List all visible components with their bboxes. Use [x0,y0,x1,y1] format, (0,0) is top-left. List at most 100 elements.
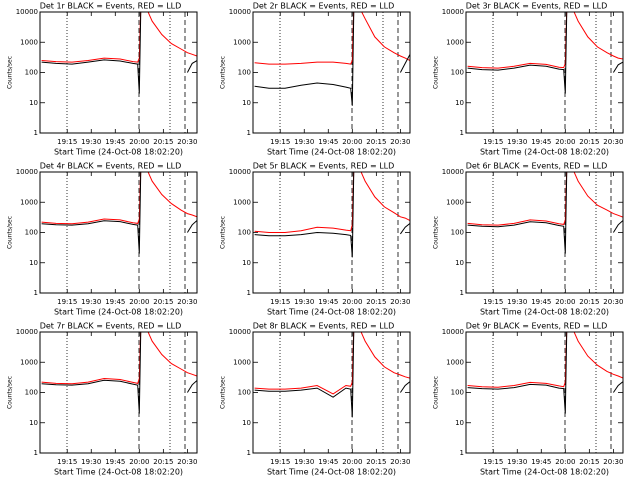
y-tick-label: 1 [460,289,464,297]
series-line [467,332,623,414]
panel: Det 3r BLACK = Events, RED = LLD Counts/s… [433,2,624,157]
x-tick-label: 20:15 [579,458,599,466]
x-axis-label: Start Time (24-Oct-08 18:02:20) [267,148,396,157]
x-tick-label: 20:00 [129,458,149,466]
plot-frame [465,11,624,134]
y-tick-label: 1 [34,129,38,137]
y-tick-label: 10000 [229,8,251,16]
series-line [41,172,197,254]
y-tick-label: 1000 [446,358,464,366]
x-tick-label: 20:30 [603,458,623,466]
x-tick-label: 20:30 [390,458,410,466]
x-tick-label: 20:00 [342,458,362,466]
panel: Det 7r BLACK = Events, RED = LLD Counts/s… [7,322,198,477]
x-tick-label: 20:30 [177,138,197,146]
y-tick-label: 10000 [16,8,38,16]
x-axis-label: Start Time (24-Oct-08 18:02:20) [54,308,183,317]
x-tick-label: 19:45 [105,458,125,466]
panel: Det 1r BLACK = Events, RED = LLD Counts/s… [7,2,198,157]
chart-title: Det 6r BLACK = Events, RED = LLD [466,162,608,171]
y-tick-label: 100 [238,229,251,237]
x-tick-label: 20:30 [177,298,197,306]
x-tick-label: 20:00 [342,138,362,146]
x-tick-label: 19:30 [507,138,527,146]
y-tick-label: 1000 [20,38,38,46]
x-tick-label: 19:45 [531,138,551,146]
x-axis-label: Start Time (24-Oct-08 18:02:20) [480,468,609,477]
x-tick-label: 19:15 [270,458,290,466]
y-tick-label: 1 [247,289,251,297]
x-tick-label: 20:30 [603,138,623,146]
panel: Det 5r BLACK = Events, RED = LLD Counts/s… [220,162,411,317]
x-axis-label: Start Time (24-Oct-08 18:02:20) [267,468,396,477]
x-tick-label: 19:30 [507,458,527,466]
y-tick-label: 1000 [446,38,464,46]
x-tick-label: 20:30 [603,298,623,306]
y-tick-label: 1 [247,129,251,137]
plot-frame [465,171,624,294]
x-tick-label: 19:45 [531,458,551,466]
y-axis-label: Counts/sec [433,376,440,409]
y-tick-label: 10 [29,259,38,267]
x-tick-label: 20:00 [342,298,362,306]
chart-title: Det 2r BLACK = Events, RED = LLD [253,2,395,11]
y-tick-label: 1000 [20,198,38,206]
y-tick-label: 100 [25,389,38,397]
plot-frame [252,331,411,454]
plot-frame [39,171,198,294]
x-tick-label: 20:15 [366,138,386,146]
y-axis-label: Counts/sec [433,56,440,89]
y-tick-label: 10000 [442,168,464,176]
x-tick-label: 19:45 [105,298,125,306]
x-tick-label: 19:15 [270,298,290,306]
y-axis-label: Counts/sec [7,56,14,89]
chart-title: Det 5r BLACK = Events, RED = LLD [253,162,395,171]
y-tick-label: 100 [451,229,464,237]
x-tick-label: 19:15 [57,298,77,306]
x-tick-label: 19:30 [81,298,101,306]
x-tick-label: 20:15 [153,458,173,466]
y-axis-label: Counts/sec [7,376,14,409]
plot-frame [252,171,411,294]
panel: Det 6r BLACK = Events, RED = LLD Counts/s… [433,162,624,317]
y-tick-label: 100 [25,69,38,77]
y-tick-label: 10 [455,99,464,107]
x-axis-label: Start Time (24-Oct-08 18:02:20) [480,148,609,157]
plot-frame [465,331,624,454]
x-tick-label: 20:15 [153,138,173,146]
x-axis-label: Start Time (24-Oct-08 18:02:20) [54,148,183,157]
x-tick-label: 20:00 [129,138,149,146]
plot-frame [252,11,411,134]
y-axis-label: Counts/sec [220,56,227,89]
chart-title: Det 9r BLACK = Events, RED = LLD [466,322,608,331]
x-tick-label: 20:00 [129,298,149,306]
x-tick-label: 20:15 [366,298,386,306]
x-tick-label: 19:45 [318,458,338,466]
y-tick-label: 10000 [229,168,251,176]
series-line [41,332,197,414]
y-axis-label: Counts/sec [433,216,440,249]
x-tick-label: 19:45 [318,138,338,146]
series-line [41,12,197,94]
x-axis-label: Start Time (24-Oct-08 18:02:20) [267,308,396,317]
x-tick-label: 19:45 [105,138,125,146]
panel: Det 9r BLACK = Events, RED = LLD Counts/s… [433,322,624,477]
y-tick-label: 100 [238,389,251,397]
panel: Det 2r BLACK = Events, RED = LLD Counts/s… [220,2,411,157]
plot-frame [39,331,198,454]
x-tick-label: 19:15 [483,458,503,466]
y-tick-label: 1 [34,289,38,297]
series-line [254,12,410,106]
y-axis-label: Counts/sec [7,216,14,249]
x-tick-label: 19:30 [294,458,314,466]
y-tick-label: 10000 [16,328,38,336]
chart-title: Det 7r BLACK = Events, RED = LLD [40,322,182,331]
y-tick-label: 1000 [233,358,251,366]
x-tick-label: 19:15 [483,298,503,306]
x-tick-label: 20:30 [390,138,410,146]
y-tick-label: 100 [451,389,464,397]
y-tick-label: 10000 [442,328,464,336]
y-tick-label: 10 [242,259,251,267]
y-tick-label: 10 [242,419,251,427]
